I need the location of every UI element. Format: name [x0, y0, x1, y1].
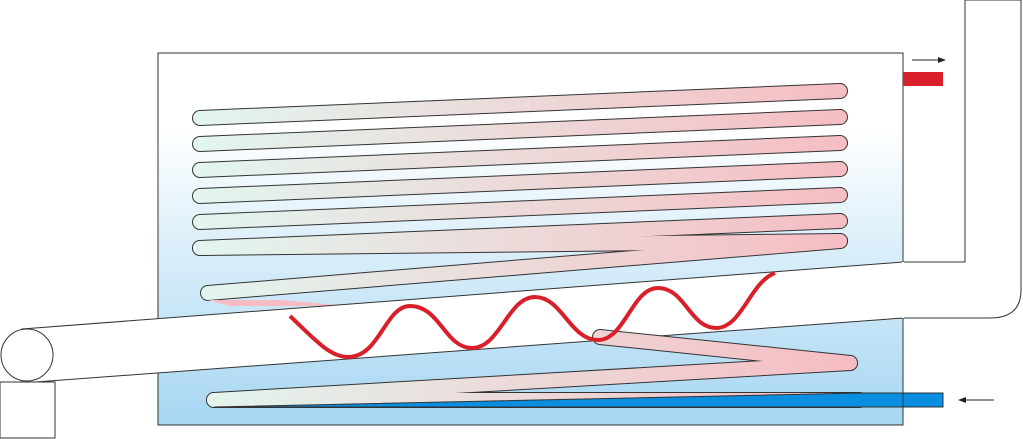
outlet-arrow — [912, 57, 946, 63]
burner-fan — [0, 328, 54, 382]
flame — [288, 271, 776, 360]
upper-coils — [192, 83, 848, 306]
burner-base — [0, 381, 56, 439]
flue-duct — [21, 0, 1022, 384]
cold-inlet — [902, 392, 944, 408]
inlet-arrow — [958, 397, 994, 403]
lower-coils — [206, 329, 944, 408]
hot-outlet — [903, 72, 943, 86]
